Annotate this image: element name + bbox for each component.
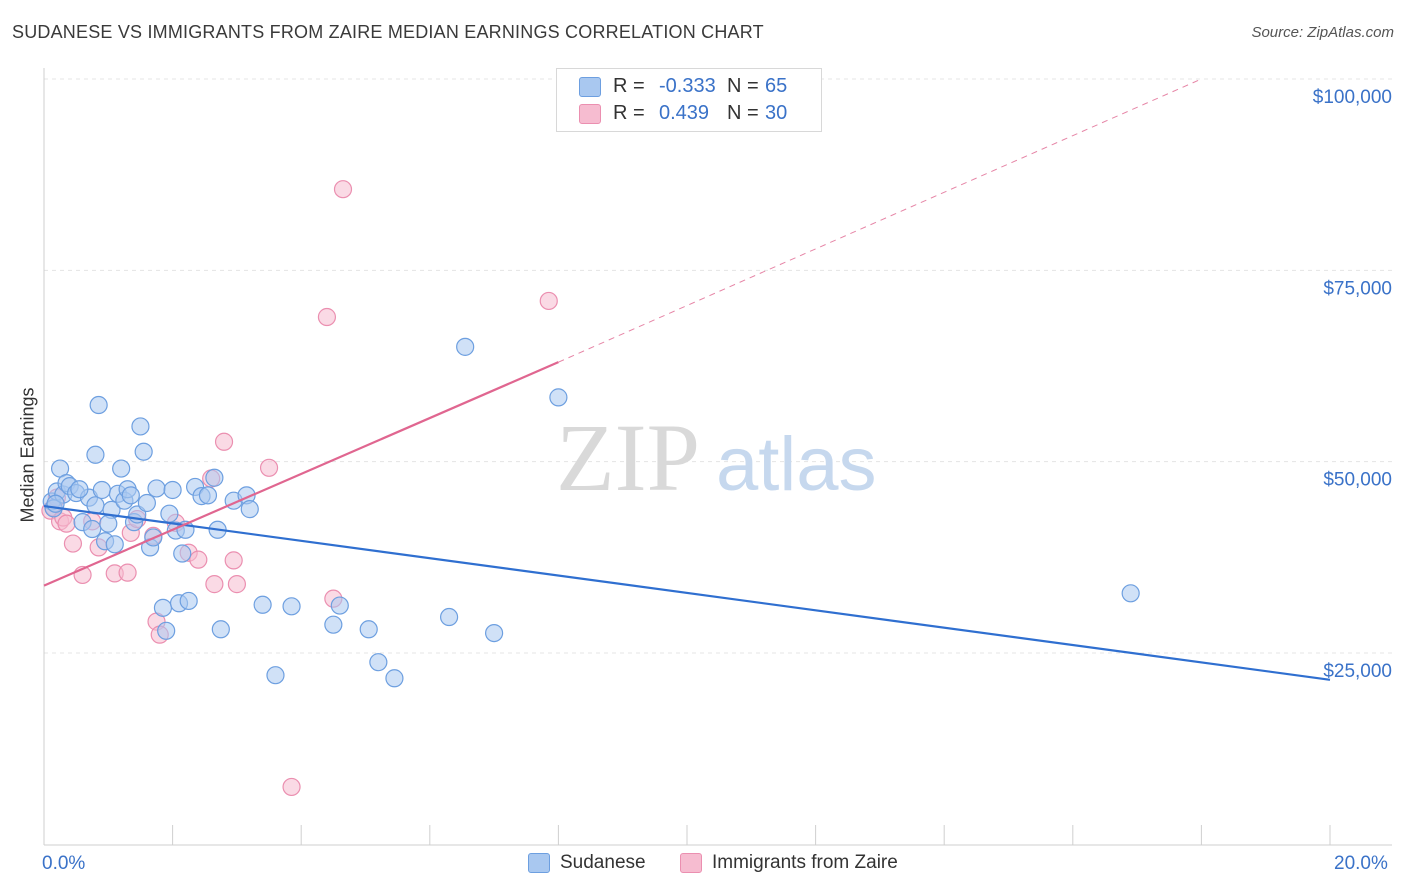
- legend-n-label: N =: [727, 75, 759, 97]
- point-sudanese: [147, 479, 166, 498]
- legend-n-label: N =: [727, 102, 759, 124]
- point-sudanese: [70, 480, 89, 499]
- trend-line-sudanese: [43, 504, 1331, 681]
- point-sudanese: [205, 468, 224, 487]
- source-label: Source: ZipAtlas.com: [1251, 24, 1394, 41]
- point-sudanese: [46, 494, 65, 513]
- legend-r-value-zaire: 0.439: [659, 102, 710, 124]
- point-sudanese: [163, 480, 182, 500]
- axes: [43, 68, 1392, 846]
- point-sudanese: [211, 620, 230, 639]
- point-sudanese: [549, 388, 568, 407]
- point-sudanese: [324, 615, 343, 634]
- correlation-legend: R = -0.333 N = 65 R = 0.439 N = 30: [556, 68, 822, 132]
- point-sudanese: [153, 598, 173, 617]
- legend-swatch-sudanese: [579, 76, 601, 97]
- point-sudanese: [92, 480, 111, 500]
- legend-row-zaire: R = 0.439 N = 30: [579, 102, 787, 125]
- point-sudanese: [160, 504, 179, 523]
- y-tick-label: $50,000: [1323, 470, 1392, 491]
- trend-lines: [43, 78, 1331, 681]
- y-tick-label: $75,000: [1323, 278, 1392, 299]
- point-sudanese: [253, 595, 272, 614]
- legend-swatch-sudanese: [528, 853, 550, 873]
- y-axis-title: Median Earnings: [17, 387, 38, 523]
- point-zaire: [282, 777, 301, 797]
- trend-line-zaire: [43, 361, 559, 587]
- point-sudanese: [121, 486, 140, 505]
- x-tick-label-max: 20.0%: [1334, 853, 1388, 874]
- chart-title: SUDANESE VS IMMIGRANTS FROM ZAIRE MEDIAN…: [12, 22, 764, 42]
- point-zaire: [317, 307, 337, 327]
- point-sudanese: [330, 596, 349, 615]
- point-sudanese: [240, 500, 259, 519]
- point-zaire: [57, 514, 76, 533]
- point-sudanese: [89, 395, 108, 415]
- legend-item-zaire: Immigrants from Zaire: [680, 852, 898, 874]
- point-sudanese: [105, 535, 124, 554]
- watermark-zip: ZIP: [556, 404, 700, 511]
- point-sudanese: [131, 417, 150, 436]
- legend-item-sudanese: Sudanese: [528, 852, 646, 874]
- legend-swatch-zaire: [680, 853, 702, 873]
- y-tick-label: $100,000: [1313, 87, 1392, 108]
- legend-row-sudanese: R = -0.333 N = 65: [579, 75, 787, 98]
- point-sudanese: [99, 514, 118, 533]
- legend-label-zaire: Immigrants from Zaire: [712, 852, 898, 873]
- point-zaire: [333, 180, 353, 199]
- point-sudanese: [385, 669, 404, 688]
- trend-line-zaire-extension: [558, 78, 1202, 363]
- point-sudanese: [179, 591, 198, 611]
- point-zaire: [539, 291, 558, 311]
- y-tick-label: $25,000: [1323, 661, 1392, 682]
- point-sudanese: [282, 597, 301, 616]
- point-sudanese: [83, 519, 102, 539]
- legend-r-label: R =: [613, 75, 645, 97]
- point-sudanese: [112, 459, 131, 478]
- point-sudanese: [359, 620, 378, 639]
- point-zaire: [224, 551, 243, 570]
- legend-n-value-zaire: 30: [765, 102, 788, 124]
- legend-r-value-sudanese: -0.333: [659, 75, 716, 97]
- point-sudanese: [485, 624, 504, 643]
- point-zaire: [214, 432, 234, 451]
- point-sudanese: [456, 337, 475, 356]
- watermark-atlas: atlas: [716, 422, 877, 507]
- x-tick-label-min: 0.0%: [42, 853, 86, 874]
- point-sudanese: [157, 621, 176, 640]
- point-zaire: [259, 458, 279, 477]
- point-sudanese: [134, 442, 153, 461]
- point-zaire: [118, 563, 137, 582]
- y-tick-labels: $25,000 $50,000 $75,000 $100,000: [1313, 87, 1392, 682]
- point-sudanese: [137, 493, 156, 513]
- legend-r-label: R =: [613, 102, 645, 124]
- point-zaire: [63, 534, 83, 553]
- point-sudanese: [198, 486, 218, 505]
- point-zaire: [227, 575, 246, 594]
- grid: [44, 78, 1392, 654]
- legend-label-sudanese: Sudanese: [560, 852, 646, 873]
- point-sudanese: [86, 445, 105, 464]
- point-sudanese: [439, 607, 459, 627]
- point-sudanese: [266, 666, 285, 685]
- point-sudanese: [369, 653, 388, 672]
- point-sudanese: [1121, 584, 1140, 603]
- legend-swatch-zaire: [579, 103, 601, 124]
- watermark: ZIP atlas: [556, 404, 877, 511]
- legend-n-value-sudanese: 65: [765, 75, 788, 97]
- point-zaire: [189, 550, 208, 569]
- point-zaire: [205, 575, 224, 594]
- point-sudanese: [173, 544, 192, 563]
- points-sudanese: [42, 337, 1140, 688]
